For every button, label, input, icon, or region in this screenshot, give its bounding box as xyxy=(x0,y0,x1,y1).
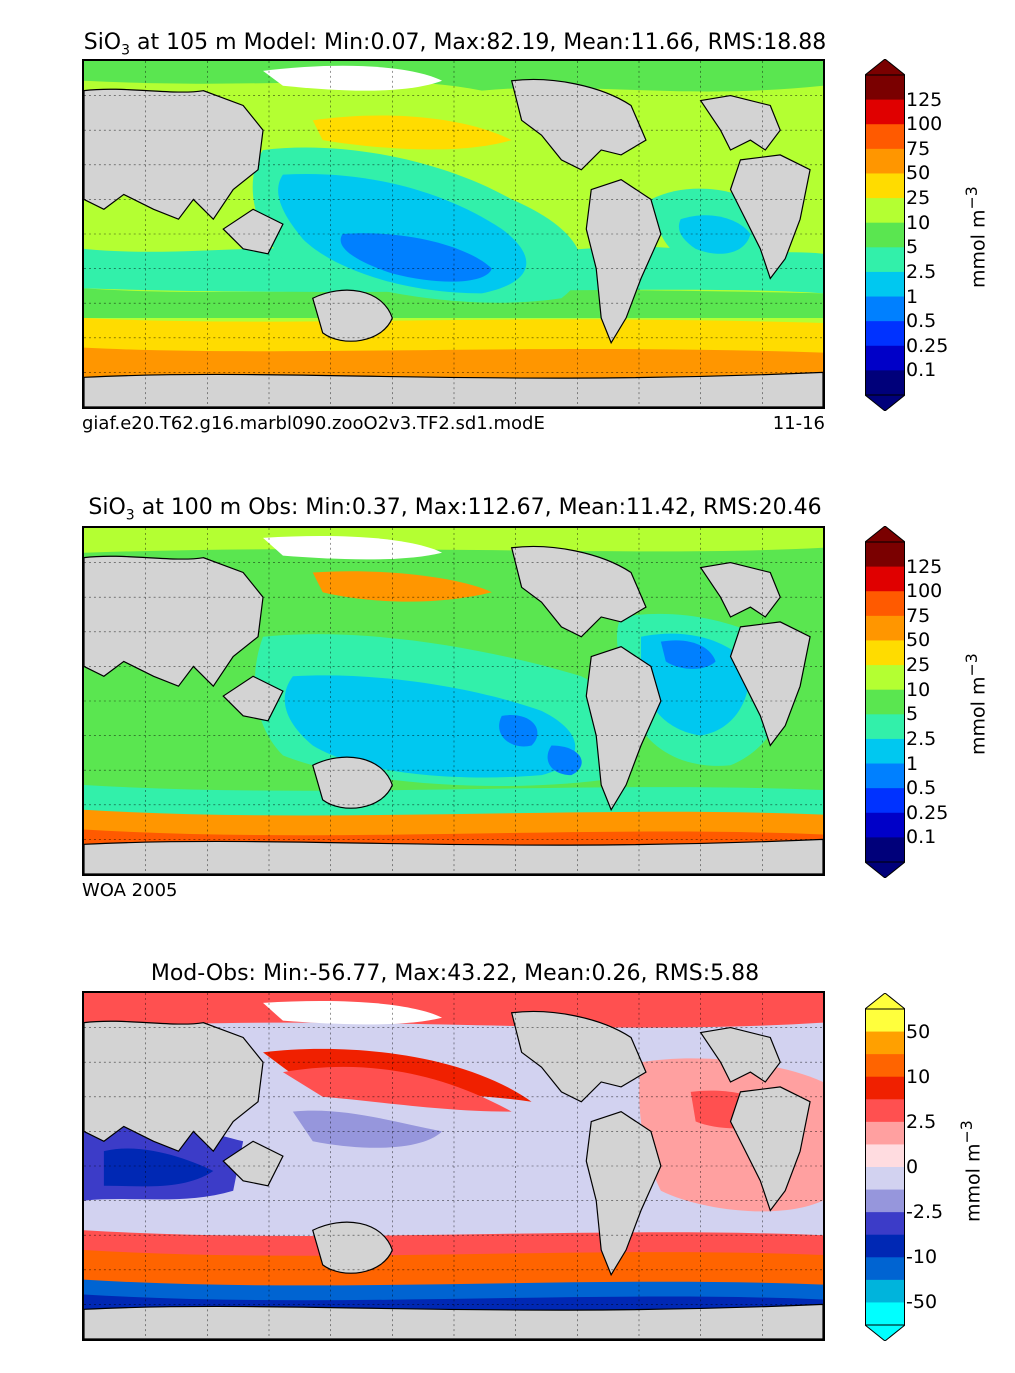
colorbar-segment xyxy=(865,1189,905,1213)
colorbar-segment xyxy=(865,1054,905,1078)
map-obs xyxy=(82,526,825,876)
colorbar-tick-label: 0.5 xyxy=(906,777,937,800)
colorbar-obs xyxy=(865,526,905,878)
colorbar-segment xyxy=(865,837,905,863)
colorbar-tick-label: -2.5 xyxy=(906,1201,944,1224)
unit-label: mmol m−3 xyxy=(962,653,990,755)
panel-title: SiO3 at 105 m Model: Min:0.07, Max:82.19… xyxy=(83,30,827,59)
colorbar-tick-label: 50 xyxy=(906,629,931,652)
colorbar-segment xyxy=(865,714,905,740)
colorbar-extend-bottom xyxy=(865,1324,905,1341)
colorbar-segment xyxy=(865,665,905,691)
colorbar-difference xyxy=(865,993,905,1341)
panel-title: SiO3 at 100 m Obs: Min:0.37, Max:112.67,… xyxy=(88,495,822,524)
colorbar-extend-top xyxy=(865,993,905,1010)
colorbar-segment xyxy=(865,1144,905,1168)
panel-title: Mod-Obs: Min:-56.77, Max:43.22, Mean:0.2… xyxy=(150,961,760,986)
colorbar-tick-label: 10 xyxy=(906,1065,931,1088)
colorbar-tick-label: 0.5 xyxy=(906,310,937,333)
colorbar-tick-label: 0.25 xyxy=(906,334,949,357)
colorbar-segment xyxy=(865,124,905,150)
colorbar-segment xyxy=(865,1234,905,1258)
colorbar-segment xyxy=(865,1121,905,1145)
colorbar-tick-label: -50 xyxy=(906,1291,938,1314)
colorbar-extend-bottom xyxy=(865,861,905,878)
colorbar-segment xyxy=(865,1031,905,1055)
colorbar-segment xyxy=(865,247,905,273)
colorbar-segment xyxy=(865,689,905,715)
colorbar-segment xyxy=(865,370,905,396)
colorbar-tick-label: 125 xyxy=(906,88,943,111)
colorbar-segment xyxy=(865,566,905,592)
colorbar-tick-label: 1 xyxy=(906,285,919,308)
colorbar-tick-label: 0.1 xyxy=(906,359,937,382)
run-id-label: giaf.e20.T62.g16.marbl090.zooO2v3.TF2.sd… xyxy=(82,413,545,434)
map-difference xyxy=(82,991,825,1341)
colorbar-segment xyxy=(865,1257,905,1281)
colorbar-segment xyxy=(865,148,905,174)
colorbar-tick-label: 50 xyxy=(906,1020,931,1043)
colorbar-segment xyxy=(865,542,905,568)
colorbar-tick-label: 2.5 xyxy=(906,260,937,283)
colorbar-tick-label: 0.25 xyxy=(906,801,949,824)
unit-label: mmol m−3 xyxy=(962,186,990,288)
colorbar-tick-label: 1 xyxy=(906,752,919,775)
unit-label: mmol m−3 xyxy=(957,1120,985,1222)
colorbar-segment xyxy=(865,173,905,199)
colorbar-tick-label: 10 xyxy=(906,211,931,234)
colorbar-segment xyxy=(865,591,905,617)
colorbar-segment xyxy=(865,271,905,298)
source-label: WOA 2005 xyxy=(82,880,178,901)
map-model xyxy=(82,59,825,409)
colorbar-segment xyxy=(865,812,905,838)
colorbar-tick-label: 0.1 xyxy=(906,826,937,849)
colorbar-tick-label: 2.5 xyxy=(906,1110,937,1133)
colorbar-tick-label: 5 xyxy=(906,236,919,259)
colorbar-segment xyxy=(865,763,905,789)
colorbar-segment xyxy=(865,75,905,101)
colorbar-tick-label: -10 xyxy=(906,1246,938,1269)
colorbar-segment xyxy=(865,1099,905,1123)
colorbar-segment xyxy=(865,345,905,371)
colorbar-extend-bottom xyxy=(865,394,905,411)
colorbar-segment xyxy=(865,615,905,641)
colorbar-segment xyxy=(865,99,905,125)
colorbar-segment xyxy=(865,738,905,765)
colorbar-tick-label: 100 xyxy=(906,113,943,136)
colorbar-extend-top xyxy=(865,526,905,543)
colorbar-segment xyxy=(865,1302,905,1326)
colorbar-segment xyxy=(865,1167,905,1191)
colorbar-tick-label: 75 xyxy=(906,604,931,627)
colorbar-tick-label: 50 xyxy=(906,162,931,185)
colorbar-tick-label: 125 xyxy=(906,555,943,578)
colorbar-tick-label: 100 xyxy=(906,580,943,603)
colorbar-tick-label: 75 xyxy=(906,137,931,160)
colorbar-segment xyxy=(865,198,905,224)
colorbar-tick-label: 2.5 xyxy=(906,727,937,750)
colorbar-segment xyxy=(865,1279,905,1303)
colorbar-tick-label: 5 xyxy=(906,703,919,726)
colorbar-extend-top xyxy=(865,59,905,76)
colorbar-segment xyxy=(865,222,905,248)
colorbar-segment xyxy=(865,1076,905,1100)
colorbar-segment xyxy=(865,1212,905,1236)
colorbar-tick-label: 10 xyxy=(906,678,931,701)
colorbar-tick-label: 25 xyxy=(906,187,931,210)
colorbar-segment xyxy=(865,296,905,322)
colorbar-segment xyxy=(865,1009,905,1033)
colorbar-segment xyxy=(865,640,905,666)
colorbar-tick-label: 0 xyxy=(906,1156,919,1178)
colorbar-segment xyxy=(865,321,905,347)
colorbar-segment xyxy=(865,788,905,814)
date-range-label: 11-16 xyxy=(772,413,825,434)
colorbar-tick-label: 25 xyxy=(906,654,931,677)
colorbar-model xyxy=(865,59,905,411)
